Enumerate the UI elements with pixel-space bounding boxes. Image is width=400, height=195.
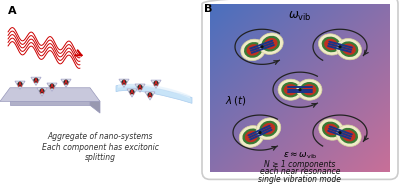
Circle shape: [123, 81, 125, 83]
Ellipse shape: [340, 41, 358, 57]
Polygon shape: [37, 88, 47, 96]
Circle shape: [65, 81, 67, 83]
Text: $\varepsilon\approx\omega_{\rm vib}$: $\varepsilon\approx\omega_{\rm vib}$: [283, 151, 317, 161]
Text: Each component has excitonic: Each component has excitonic: [42, 143, 158, 152]
Circle shape: [40, 89, 44, 92]
Polygon shape: [61, 79, 71, 87]
Circle shape: [298, 88, 302, 91]
Ellipse shape: [264, 38, 278, 49]
Circle shape: [138, 85, 142, 89]
Ellipse shape: [262, 36, 280, 52]
Circle shape: [338, 131, 342, 134]
Circle shape: [34, 79, 38, 82]
Ellipse shape: [241, 39, 266, 61]
Circle shape: [50, 84, 54, 88]
Ellipse shape: [324, 39, 338, 50]
Circle shape: [149, 94, 151, 96]
Circle shape: [154, 81, 158, 85]
Polygon shape: [119, 79, 129, 87]
Circle shape: [154, 82, 158, 85]
Polygon shape: [10, 88, 90, 94]
Text: Aggregate of nano-systems: Aggregate of nano-systems: [47, 132, 153, 141]
Ellipse shape: [245, 131, 258, 142]
Circle shape: [41, 90, 43, 92]
Ellipse shape: [262, 123, 275, 135]
Ellipse shape: [278, 79, 303, 100]
Circle shape: [122, 81, 126, 84]
Ellipse shape: [342, 130, 356, 141]
Polygon shape: [145, 92, 155, 100]
Circle shape: [130, 90, 134, 94]
Circle shape: [64, 81, 68, 84]
Circle shape: [338, 45, 342, 48]
Ellipse shape: [342, 43, 356, 55]
Polygon shape: [135, 84, 145, 92]
Circle shape: [122, 80, 126, 84]
Polygon shape: [151, 80, 161, 88]
Ellipse shape: [256, 118, 281, 140]
Circle shape: [19, 83, 21, 85]
Ellipse shape: [259, 121, 278, 137]
Ellipse shape: [322, 121, 340, 137]
Text: B: B: [204, 4, 212, 14]
Circle shape: [50, 84, 54, 88]
Ellipse shape: [336, 125, 361, 146]
Circle shape: [18, 82, 22, 86]
Circle shape: [51, 85, 53, 87]
Circle shape: [131, 91, 133, 93]
Polygon shape: [127, 89, 137, 97]
Circle shape: [40, 89, 44, 93]
Ellipse shape: [336, 38, 362, 60]
Ellipse shape: [340, 128, 358, 144]
Ellipse shape: [246, 44, 260, 56]
Ellipse shape: [239, 126, 264, 147]
Ellipse shape: [281, 82, 300, 98]
Circle shape: [138, 85, 142, 89]
Polygon shape: [0, 88, 100, 101]
Circle shape: [139, 86, 141, 88]
Ellipse shape: [319, 119, 344, 140]
Ellipse shape: [300, 82, 319, 98]
Ellipse shape: [302, 84, 316, 95]
Circle shape: [130, 90, 134, 93]
Ellipse shape: [242, 129, 261, 144]
Text: N ≥ 1 components: N ≥ 1 components: [264, 160, 336, 169]
Circle shape: [35, 79, 37, 81]
Text: $\omega_{\rm vib}$: $\omega_{\rm vib}$: [288, 10, 312, 23]
Ellipse shape: [322, 37, 340, 52]
Circle shape: [258, 131, 262, 134]
Circle shape: [34, 78, 38, 82]
Ellipse shape: [324, 124, 338, 135]
Ellipse shape: [297, 79, 322, 100]
Text: $\lambda\,(t)$: $\lambda\,(t)$: [225, 94, 247, 107]
Ellipse shape: [258, 33, 283, 54]
Ellipse shape: [284, 84, 298, 95]
Polygon shape: [47, 83, 57, 91]
PathPatch shape: [118, 84, 190, 98]
Polygon shape: [15, 81, 25, 89]
Circle shape: [18, 82, 22, 86]
PathPatch shape: [116, 85, 192, 103]
Text: single vibration mode: single vibration mode: [258, 175, 342, 183]
Ellipse shape: [318, 34, 344, 55]
Circle shape: [155, 82, 157, 84]
Polygon shape: [10, 94, 90, 105]
Text: each near resonance: each near resonance: [260, 168, 340, 176]
Circle shape: [148, 92, 152, 97]
Text: A: A: [8, 6, 17, 16]
Circle shape: [148, 93, 152, 96]
Ellipse shape: [244, 42, 262, 58]
Polygon shape: [90, 94, 100, 113]
Text: splitting: splitting: [84, 153, 116, 162]
Polygon shape: [31, 77, 41, 85]
Circle shape: [64, 80, 68, 84]
Circle shape: [260, 45, 264, 48]
